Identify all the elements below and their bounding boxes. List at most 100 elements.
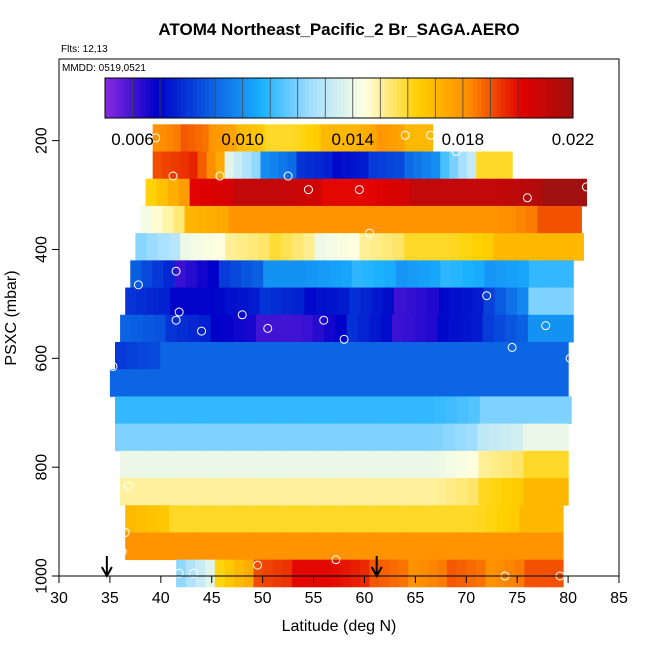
heatmap-cell: [420, 341, 433, 370]
heatmap-cell: [215, 151, 226, 180]
heatmap-cell: [464, 532, 477, 561]
heatmap-cell: [355, 124, 364, 152]
heatmap-cell: [437, 314, 450, 343]
heatmap-cell: [184, 205, 197, 234]
heatmap-cell: [393, 205, 406, 234]
heatmap-cell: [384, 369, 397, 397]
colorbar-swatch: [205, 78, 210, 118]
heatmap-cell: [351, 260, 364, 288]
heatmap-cell: [256, 314, 268, 343]
heatmap-cell: [168, 532, 181, 561]
heatmap-cell: [392, 233, 405, 261]
heatmap-cell: [145, 178, 158, 207]
heatmap-cell: [466, 423, 479, 452]
colorbar-swatch: [377, 78, 382, 118]
heatmap-cell: [244, 178, 257, 207]
heatmap-cell: [341, 124, 350, 152]
heatmap-cell: [250, 124, 259, 152]
heatmap-cell: [250, 423, 263, 452]
heatmap-cell: [388, 559, 400, 588]
heatmap-cell: [164, 450, 177, 479]
heatmap-cell: [495, 559, 506, 588]
heatmap-cell: [526, 205, 538, 234]
heatmap-cell: [198, 478, 211, 506]
heatmap-cell: [234, 559, 245, 588]
heatmap-cell: [343, 396, 356, 425]
heatmap-cell: [462, 260, 475, 288]
x-tick-label: 35: [101, 590, 119, 607]
sample-point: [197, 326, 207, 336]
heatmap-cell: [411, 124, 420, 152]
colorbar-swatch: [369, 78, 374, 118]
heatmap-cell: [213, 369, 226, 397]
heatmap-cell: [438, 205, 450, 234]
heatmap-cell: [311, 505, 323, 533]
colorbar-swatch: [357, 78, 362, 118]
heatmap-cell: [561, 314, 574, 343]
heatmap-cell: [209, 478, 222, 506]
heatmap-cell: [296, 151, 307, 180]
heatmap-cell: [505, 287, 518, 316]
heatmap-cell: [148, 423, 161, 452]
heatmap-cell: [171, 423, 184, 452]
heatmap-cell: [489, 478, 502, 506]
sample-point: [565, 353, 575, 363]
sample-point: [117, 547, 127, 557]
heatmap-cell: [265, 450, 278, 479]
heatmap-cell: [292, 124, 301, 152]
heatmap-cell: [171, 341, 184, 370]
heatmap-cell: [325, 233, 338, 261]
heatmap-cell: [152, 124, 161, 152]
heatmap-cell: [278, 532, 290, 561]
heatmap-cell: [432, 423, 445, 452]
heatmap-cell: [299, 450, 312, 479]
heatmap-cell: [330, 423, 343, 452]
heatmap-cell: [404, 205, 417, 234]
sample-point: [120, 527, 130, 537]
colorbar-swatch: [477, 78, 482, 118]
colorbar-swatch: [349, 78, 354, 118]
heatmap-cell: [371, 287, 384, 316]
heatmap-cell: [476, 178, 488, 207]
heatmap-cell: [194, 423, 207, 452]
heatmap-cell: [311, 532, 323, 561]
heatmap-cell: [377, 478, 390, 506]
heatmap-cell: [477, 341, 490, 370]
colorbar-swatch: [385, 78, 390, 118]
heatmap-cell: [188, 151, 199, 180]
heatmap-cell: [500, 423, 513, 452]
heatmap-cell: [534, 450, 547, 479]
heatmap-cell: [125, 505, 137, 533]
heatmap-cell: [327, 205, 340, 234]
heatmap-cell: [292, 233, 304, 261]
y-axis: 200 400 600 800 1000: [34, 127, 59, 594]
heatmap-cell: [344, 532, 356, 561]
heatmap-cell: [195, 559, 206, 588]
heatmap-cell: [166, 124, 175, 152]
colorbar-swatch: [113, 78, 118, 118]
heatmap-cell: [502, 396, 515, 425]
heatmap-cell: [132, 369, 145, 397]
sample-points: [108, 130, 591, 581]
heatmap-cell: [307, 341, 320, 370]
heatmap-cell: [517, 287, 529, 316]
x-tick-label: 85: [610, 590, 628, 607]
heatmap-cell: [365, 178, 378, 207]
heatmap-cell: [229, 396, 242, 425]
heatmap-cell: [432, 341, 445, 370]
heatmap-cell: [403, 314, 416, 343]
x-tick-label: 70: [457, 590, 475, 607]
heatmap-cell: [543, 559, 554, 588]
heatmap-cell: [243, 450, 256, 479]
heatmap-cell: [387, 532, 400, 561]
heatmap-cell: [524, 559, 535, 588]
heatmap-cell: [272, 205, 285, 234]
heatmap-cell: [398, 423, 411, 452]
heatmap-cell: [375, 341, 388, 370]
heatmap-cell: [146, 233, 159, 261]
heatmap-cell: [516, 314, 529, 343]
colorbar-swatch: [509, 78, 514, 118]
heatmap-cell: [562, 260, 574, 288]
sample-point: [331, 555, 341, 565]
heatmap-cell: [409, 341, 422, 370]
